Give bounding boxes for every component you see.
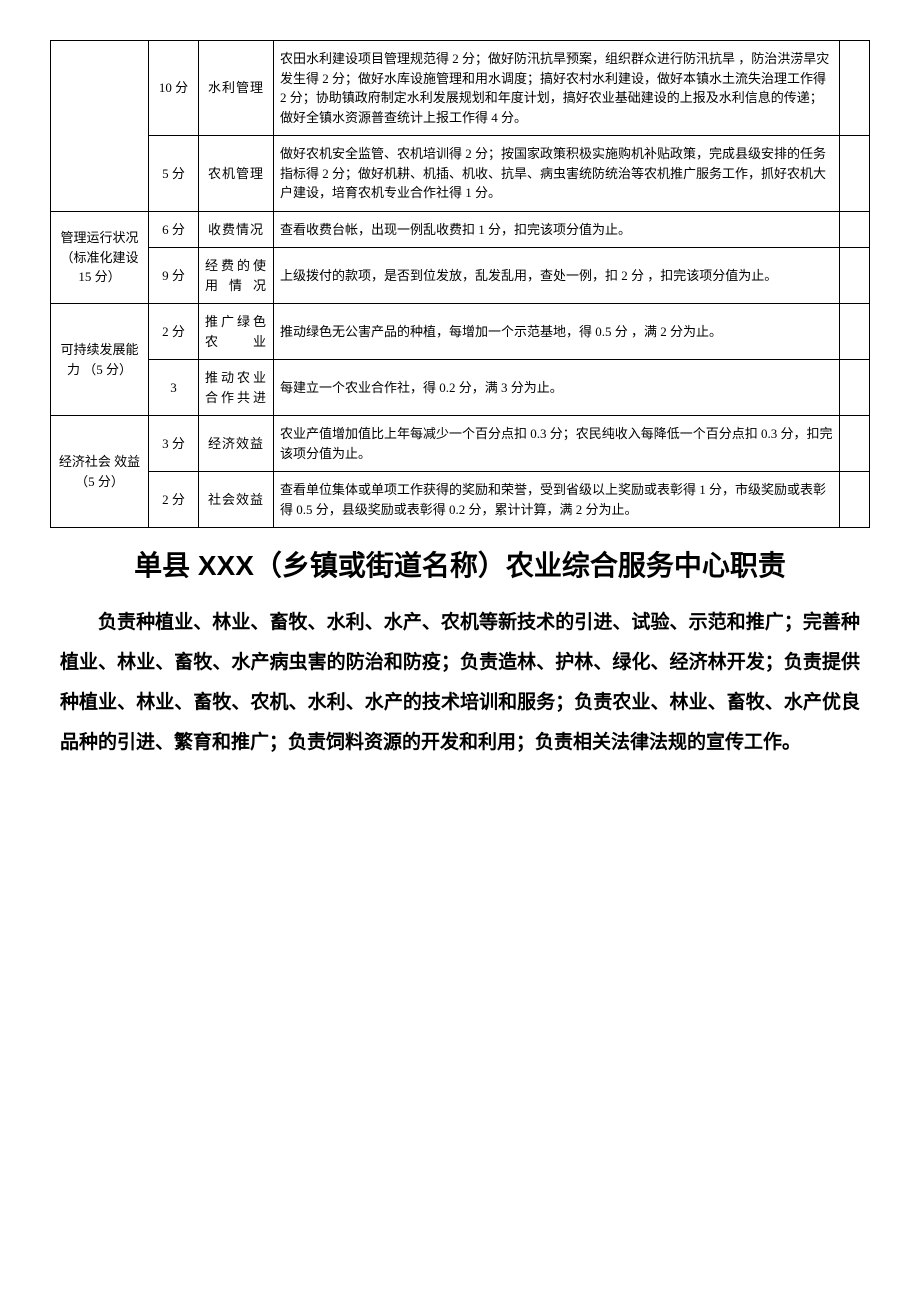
blank-cell <box>840 304 870 360</box>
desc-cell: 查看单位集体或单项工作获得的奖励和荣誉，受到省级以上奖励或表彰得 1 分，市级奖… <box>274 472 840 528</box>
desc-cell: 每建立一个农业合作社，得 0.2 分，满 3 分为止。 <box>274 360 840 416</box>
table-row: 经济社会 效益（5 分） 3 分 经济效益 农业产值增加值比上年每减少一个百分点… <box>51 416 870 472</box>
category-cell: 经济社会 效益（5 分） <box>51 416 149 528</box>
blank-cell <box>840 360 870 416</box>
desc-cell: 做好农机安全监管、农机培训得 2 分；按国家政策积极实施购机补贴政策，完成县级安… <box>274 136 840 212</box>
item-cell: 经济效益 <box>199 416 274 472</box>
table-row: 10 分 水利管理 农田水利建设项目管理规范得 2 分；做好防汛抗旱预案，组织群… <box>51 41 870 136</box>
evaluation-table: 10 分 水利管理 农田水利建设项目管理规范得 2 分；做好防汛抗旱预案，组织群… <box>50 40 870 528</box>
document-page: 10 分 水利管理 农田水利建设项目管理规范得 2 分；做好防汛抗旱预案，组织群… <box>0 0 920 823</box>
table-row: 5 分 农机管理 做好农机安全监管、农机培训得 2 分；按国家政策积极实施购机补… <box>51 136 870 212</box>
item-cell: 社会效益 <box>199 472 274 528</box>
item-cell: 经费的使用情况 <box>199 248 274 304</box>
score-cell: 3 <box>149 360 199 416</box>
item-cell: 水利管理 <box>199 41 274 136</box>
body-paragraph: 负责种植业、林业、畜牧、水利、水产、农机等新技术的引进、试验、示范和推广；完善种… <box>60 603 860 763</box>
score-cell: 2 分 <box>149 304 199 360</box>
blank-cell <box>840 136 870 212</box>
category-cell: 管理运行状况 （标准化建设 15 分） <box>51 211 149 304</box>
item-cell: 推动农业合作共进 <box>199 360 274 416</box>
desc-cell: 查看收费台帐，出现一例乱收费扣 1 分，扣完该项分值为止。 <box>274 211 840 248</box>
item-cell: 收费情况 <box>199 211 274 248</box>
table-row: 2 分 社会效益 查看单位集体或单项工作获得的奖励和荣誉，受到省级以上奖励或表彰… <box>51 472 870 528</box>
blank-cell <box>840 248 870 304</box>
category-cell <box>51 41 149 212</box>
table-row: 管理运行状况 （标准化建设 15 分） 6 分 收费情况 查看收费台帐，出现一例… <box>51 211 870 248</box>
desc-cell: 推动绿色无公害产品的种植，每增加一个示范基地，得 0.5 分 ，满 2 分为止。 <box>274 304 840 360</box>
section-heading: 单县 XXX（乡镇或街道名称）农业综合服务中心职责 <box>110 546 810 585</box>
score-cell: 6 分 <box>149 211 199 248</box>
item-cell: 推广绿色农业 <box>199 304 274 360</box>
table-row: 9 分 经费的使用情况 上级拨付的款项，是否到位发放，乱发乱用，查处一例，扣 2… <box>51 248 870 304</box>
table-row: 可持续发展能力 （5 分） 2 分 推广绿色农业 推动绿色无公害产品的种植，每增… <box>51 304 870 360</box>
desc-cell: 上级拨付的款项，是否到位发放，乱发乱用，查处一例，扣 2 分 ，扣完该项分值为止… <box>274 248 840 304</box>
category-cell: 可持续发展能力 （5 分） <box>51 304 149 416</box>
score-cell: 3 分 <box>149 416 199 472</box>
blank-cell <box>840 472 870 528</box>
table-row: 3 推动农业合作共进 每建立一个农业合作社，得 0.2 分，满 3 分为止。 <box>51 360 870 416</box>
blank-cell <box>840 211 870 248</box>
score-cell: 9 分 <box>149 248 199 304</box>
desc-cell: 农业产值增加值比上年每减少一个百分点扣 0.3 分；农民纯收入每降低一个百分点扣… <box>274 416 840 472</box>
score-cell: 5 分 <box>149 136 199 212</box>
score-cell: 10 分 <box>149 41 199 136</box>
blank-cell <box>840 41 870 136</box>
blank-cell <box>840 416 870 472</box>
score-cell: 2 分 <box>149 472 199 528</box>
item-cell: 农机管理 <box>199 136 274 212</box>
desc-cell: 农田水利建设项目管理规范得 2 分；做好防汛抗旱预案，组织群众进行防汛抗旱 ，防… <box>274 41 840 136</box>
